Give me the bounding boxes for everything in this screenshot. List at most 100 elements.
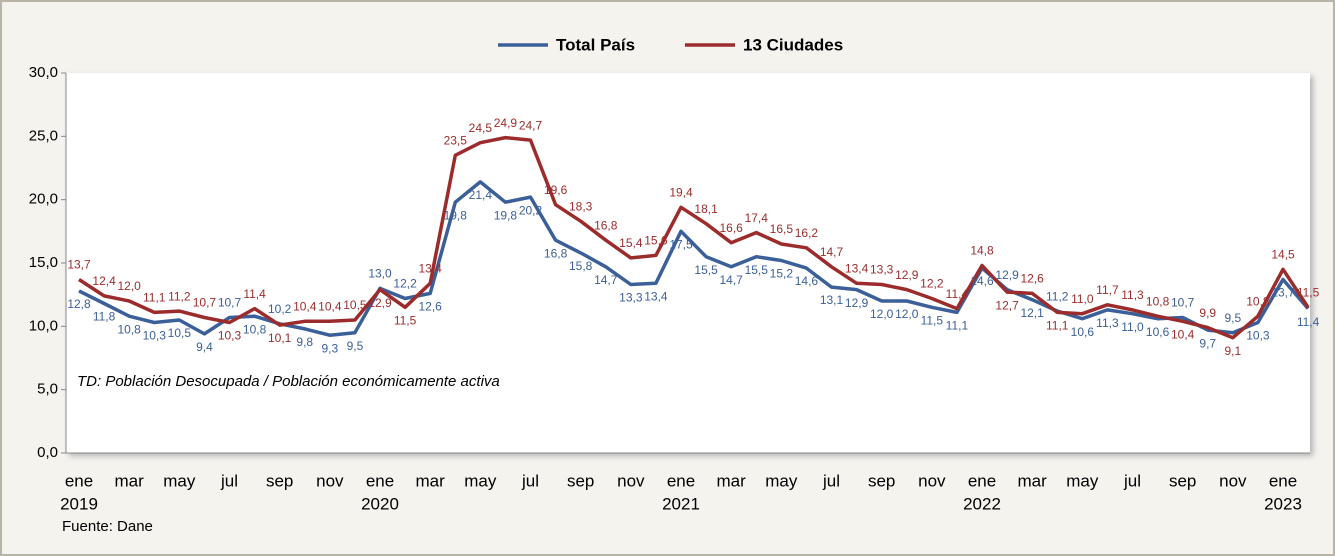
- x-tick-label: sep: [266, 471, 293, 490]
- data-label: 13,7: [67, 258, 91, 272]
- data-label: 10,3: [143, 329, 167, 343]
- data-label: 16,2: [795, 226, 819, 240]
- data-label: 11,4: [1297, 315, 1320, 329]
- data-label: 13,4: [418, 261, 442, 275]
- data-label: 10,2: [268, 302, 292, 316]
- data-label: 12,0: [870, 307, 894, 321]
- data-label: 11,2: [168, 289, 191, 303]
- data-label: 11,5: [921, 314, 944, 328]
- data-label: 12,7: [995, 298, 1019, 312]
- data-label: 9,4: [196, 340, 213, 354]
- x-tick-label: ene: [667, 471, 695, 490]
- data-label: 14,7: [719, 273, 743, 287]
- data-label: 9,1: [1224, 344, 1241, 358]
- data-label: 12,9: [995, 268, 1019, 282]
- x-tick-label: may: [464, 471, 497, 490]
- data-label: 10,8: [243, 322, 267, 336]
- data-label: 16,8: [594, 218, 618, 232]
- data-label: 10,3: [218, 329, 242, 343]
- x-tick-label: ene: [1269, 471, 1297, 490]
- data-label: 14,6: [970, 274, 994, 288]
- data-label: 15,6: [644, 234, 668, 248]
- data-label: 24,5: [469, 121, 493, 135]
- data-label: 12,2: [393, 277, 417, 291]
- data-label: 11,3: [1121, 288, 1144, 302]
- data-label: 16,8: [544, 246, 568, 260]
- data-label: 19,6: [544, 183, 568, 197]
- data-label: 10,7: [1171, 296, 1195, 310]
- data-label: 11,8: [93, 310, 116, 324]
- data-label: 11,4: [243, 287, 266, 301]
- legend-label: 13 Ciudades: [743, 35, 843, 54]
- y-tick-label: 25,0: [29, 127, 58, 144]
- data-label: 10,8: [117, 322, 141, 336]
- data-label: 12,8: [67, 297, 91, 311]
- y-tick-label: 5,0: [37, 381, 58, 398]
- x-tick-label: nov: [1219, 471, 1247, 490]
- legend: Total País 13 Ciudades: [498, 35, 843, 54]
- data-label: 9,5: [347, 339, 364, 353]
- data-label: 10,4: [293, 299, 317, 313]
- data-label: 11,5: [394, 314, 417, 328]
- data-label: 10,1: [268, 331, 292, 345]
- data-label: 10,5: [343, 298, 367, 312]
- data-label: 17,5: [669, 238, 693, 252]
- data-label: 11,1: [946, 319, 969, 333]
- data-label: 24,7: [519, 118, 543, 132]
- data-label: 12,0: [117, 279, 141, 293]
- data-label: 14,6: [795, 274, 819, 288]
- data-label: 10,6: [1146, 325, 1170, 339]
- data-label: 14,7: [820, 245, 844, 259]
- data-label: 10,4: [318, 299, 342, 313]
- x-tick-label: ene: [366, 471, 394, 490]
- data-label: 18,1: [694, 202, 718, 216]
- data-label: 12,1: [1020, 306, 1044, 320]
- x-tick-label: may: [1066, 471, 1099, 490]
- x-year-label: 2023: [1264, 494, 1302, 513]
- x-year-label: 2021: [662, 494, 700, 513]
- data-label: 14,5: [1271, 248, 1295, 262]
- legend-label: Total País: [556, 35, 635, 54]
- x-tick-label: mar: [1018, 471, 1048, 490]
- data-label: 11,4: [946, 287, 969, 301]
- x-tick-label: mar: [115, 471, 145, 490]
- data-label: 9,8: [296, 335, 313, 349]
- x-tick-label: nov: [316, 471, 344, 490]
- y-tick-label: 30,0: [29, 64, 58, 81]
- data-label: 21,4: [469, 188, 493, 202]
- data-label: 11,0: [1071, 292, 1094, 306]
- x-tick-label: nov: [617, 471, 645, 490]
- data-label: 11,0: [1121, 320, 1144, 334]
- data-label: 10,7: [218, 296, 242, 310]
- data-label: 11,1: [143, 291, 166, 305]
- x-tick-label: may: [163, 471, 196, 490]
- data-label: 10,8: [1146, 294, 1170, 308]
- data-label: 9,3: [321, 341, 338, 355]
- data-label: 11,7: [1096, 283, 1119, 297]
- data-label: 12,6: [1020, 272, 1044, 286]
- data-label: 13,0: [368, 267, 392, 281]
- data-label: 13,1: [820, 293, 844, 307]
- data-label: 11,2: [1046, 289, 1069, 303]
- data-label: 11,1: [1046, 319, 1069, 333]
- x-tick-label: sep: [567, 471, 594, 490]
- data-label: 13,7: [1271, 286, 1295, 300]
- data-label: 12,6: [418, 300, 442, 314]
- y-tick-label: 0,0: [37, 444, 58, 461]
- data-label: 23,5: [444, 134, 468, 148]
- x-tick-label: may: [765, 471, 798, 490]
- x-tick-label: jul: [521, 471, 539, 490]
- source: Fuente: Dane: [62, 518, 153, 535]
- y-tick-label: 10,0: [29, 317, 58, 334]
- data-label: 11,5: [1297, 286, 1320, 300]
- data-label: 10,5: [168, 326, 192, 340]
- plot-area: [66, 73, 1310, 453]
- annotation: TD: Población Desocupada / Población eco…: [77, 373, 500, 390]
- x-tick-label: ene: [968, 471, 996, 490]
- data-label: 16,6: [719, 221, 743, 235]
- data-label: 15,5: [745, 263, 769, 277]
- data-label: 15,5: [694, 263, 718, 277]
- data-label: 15,4: [619, 236, 643, 250]
- data-label: 10,4: [1171, 327, 1195, 341]
